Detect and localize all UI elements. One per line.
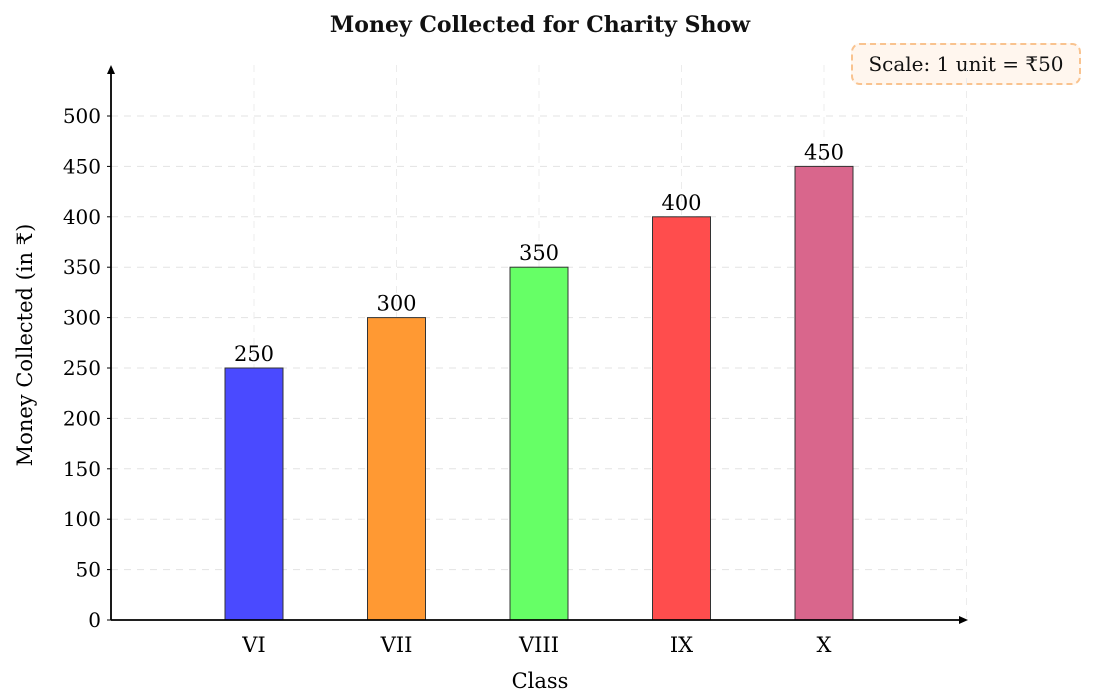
data-label: 400 xyxy=(661,191,701,215)
scale-note: Scale: 1 unit = ₹50 xyxy=(851,43,1081,85)
chart-title: Money Collected for Charity Show xyxy=(329,12,751,38)
x-tick-label: VII xyxy=(380,633,413,657)
x-tick-label: X xyxy=(817,633,832,657)
data-label: 350 xyxy=(519,241,559,265)
bar-VII xyxy=(367,317,426,621)
y-axis-arrow xyxy=(107,65,115,74)
x-axis-label: Class xyxy=(512,669,569,693)
x-tick-label: VIII xyxy=(518,633,559,657)
x-tick-label: VI xyxy=(241,633,265,657)
data-label: 300 xyxy=(376,292,416,316)
bar-VIII xyxy=(509,266,569,621)
bar-X xyxy=(794,165,854,621)
y-tick-label: 200 xyxy=(63,406,101,430)
y-tick-label: 450 xyxy=(63,154,101,178)
y-tick-label: 300 xyxy=(63,306,101,330)
y-tick-label: 350 xyxy=(63,255,101,279)
y-tick-label: 400 xyxy=(63,205,101,229)
data-label: 450 xyxy=(804,140,844,164)
y-tick-label: 0 xyxy=(88,608,101,632)
y-tick-label: 500 xyxy=(63,104,101,128)
y-tick-label: 250 xyxy=(63,356,101,380)
y-tick-label: 150 xyxy=(63,457,101,481)
y-axis-label: Money Collected (in ₹) xyxy=(13,224,37,467)
x-tick-label: IX xyxy=(670,633,693,657)
y-tick-label: 50 xyxy=(76,558,101,582)
bar-VI xyxy=(224,367,284,621)
bar-IX xyxy=(652,216,711,621)
data-label: 250 xyxy=(234,342,274,366)
x-axis-arrow xyxy=(959,616,968,624)
y-tick-label: 100 xyxy=(63,507,101,531)
